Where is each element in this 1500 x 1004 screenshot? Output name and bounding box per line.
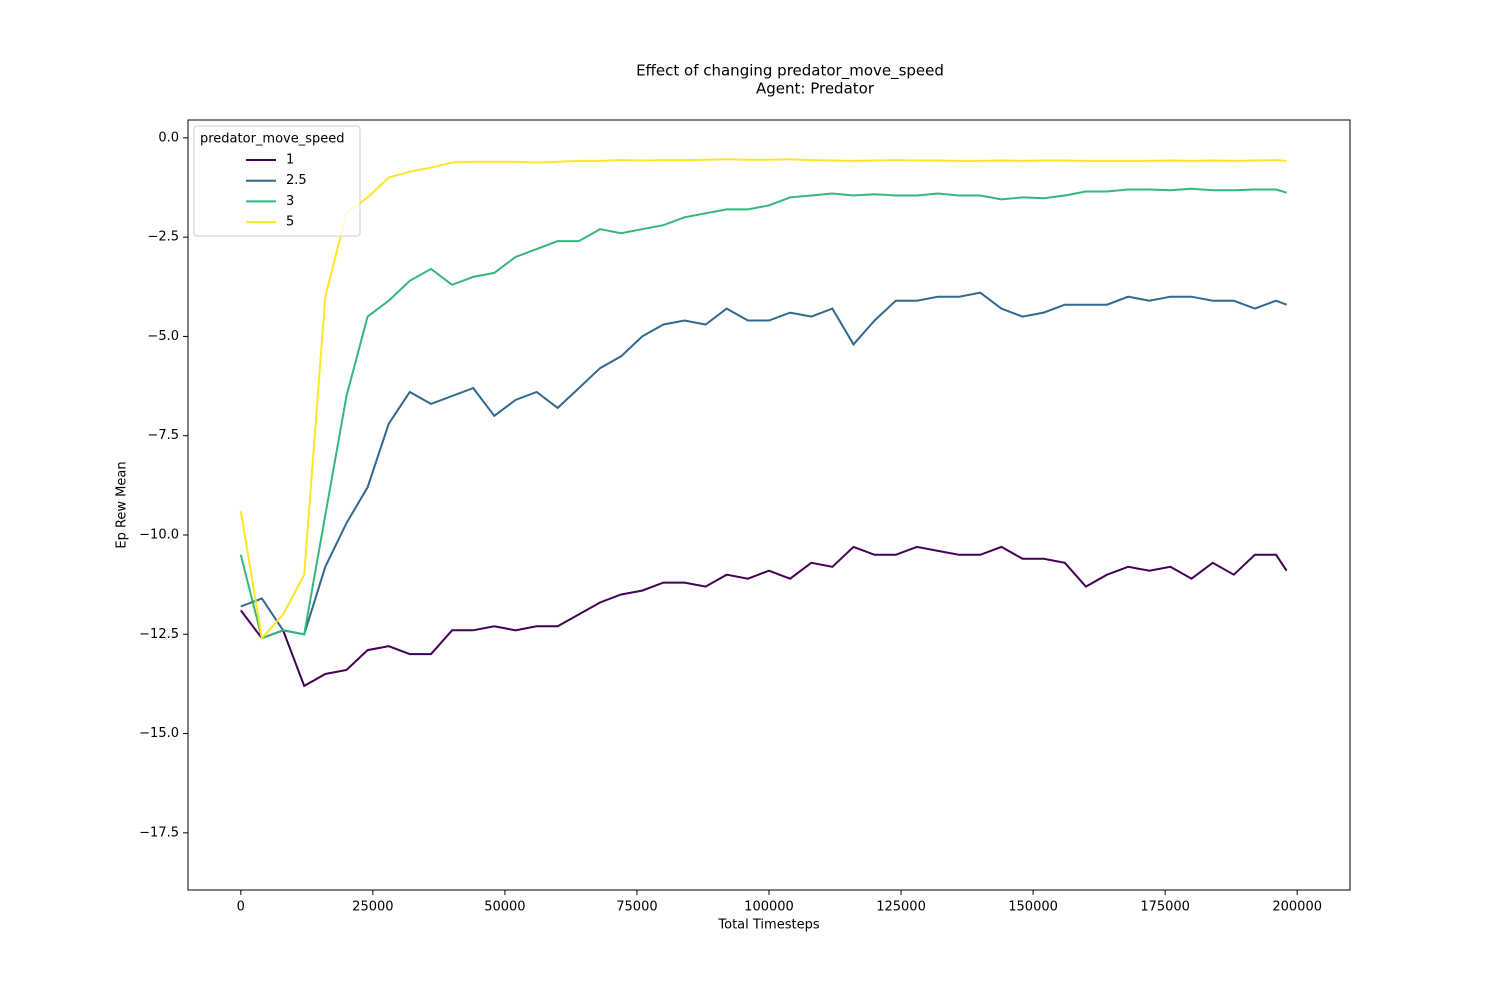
legend-label: 2.5 (286, 173, 307, 188)
y-tick-label: −10.0 (139, 527, 179, 542)
legend-box (193, 125, 361, 237)
series-line (239, 158, 1287, 641)
chart-subtitle: Agent: Predator (756, 80, 875, 98)
legend-title: predator_move_speed (200, 132, 345, 147)
y-tick-label: −7.5 (147, 428, 179, 443)
x-tick-label: 50000 (484, 900, 525, 915)
legend-label: 1 (286, 153, 294, 168)
series-line (239, 187, 1287, 640)
x-tick-label: 75000 (616, 900, 657, 915)
x-tick-label: 125000 (876, 900, 926, 915)
legend-label: 5 (286, 215, 294, 230)
series-line (240, 545, 1288, 688)
y-tick-label: −5.0 (147, 329, 179, 344)
x-axis-label: Total Timesteps (717, 918, 819, 933)
y-axis-label: Ep Rew Mean (115, 461, 130, 548)
x-tick-label: 0 (237, 900, 245, 915)
y-tick-label: −2.5 (147, 230, 179, 245)
x-tick-label: 150000 (1008, 900, 1058, 915)
legend-label: 3 (286, 194, 294, 209)
chart-title: Effect of changing predator_move_speed (636, 62, 944, 81)
series-line (240, 291, 1287, 636)
y-tick-label: −17.5 (139, 825, 179, 840)
plot-frame (187, 119, 1351, 891)
x-tick-label: 100000 (744, 900, 794, 915)
x-tick-label: 175000 (1140, 900, 1190, 915)
y-tick-label: −15.0 (139, 726, 179, 741)
x-tick-label: 200000 (1272, 900, 1322, 915)
x-tick-label: 25000 (352, 900, 393, 915)
y-tick-label: −12.5 (139, 627, 179, 642)
y-tick-label: 0.0 (158, 130, 179, 145)
